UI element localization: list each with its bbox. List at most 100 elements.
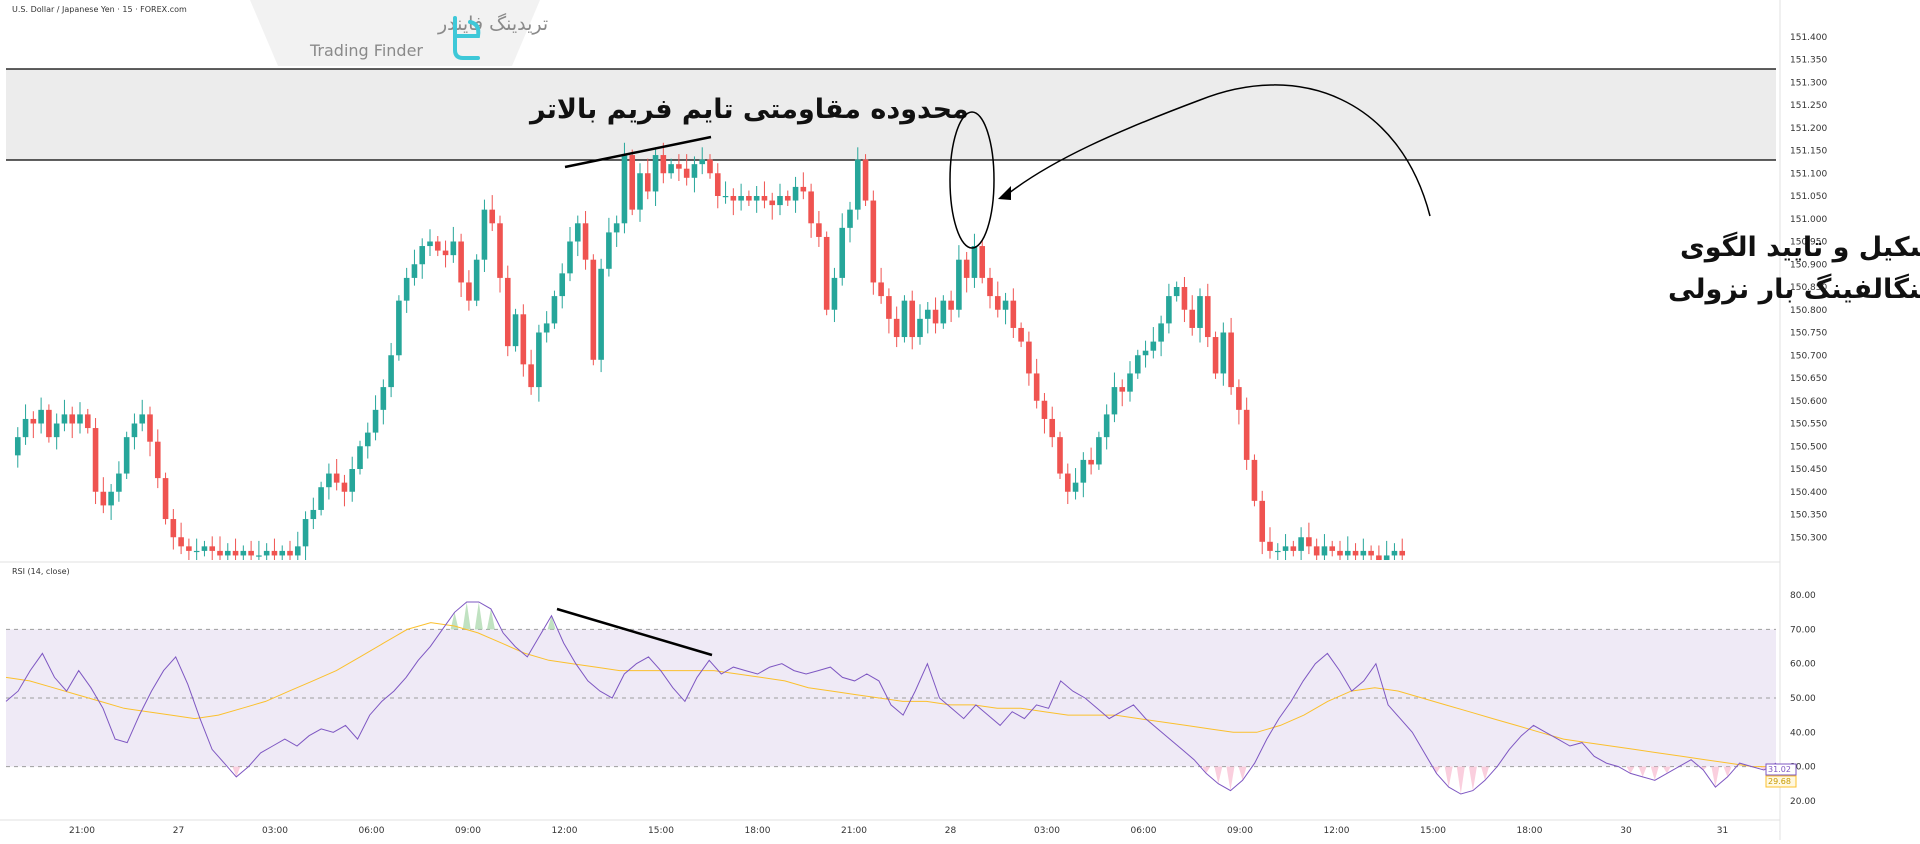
candle (878, 267, 884, 304)
resistance-trendline (564, 135, 712, 169)
candle (1010, 288, 1017, 338)
svg-text:31.02: 31.02 (1768, 765, 1791, 774)
time-tick-label: 28 (945, 826, 957, 836)
price-tick-label: 150.550 (1790, 420, 1827, 430)
candle (1111, 372, 1118, 423)
price-tick-label: 151.200 (1790, 124, 1827, 134)
price-axis: 151.400 151.350 151.300 151.250 151.200 151.1… (1779, 0, 1827, 840)
time-tick-label: 15:00 (1420, 826, 1446, 836)
candle (349, 456, 356, 502)
price-tick-label: 151.300 (1790, 78, 1827, 88)
candle (170, 509, 177, 550)
candle (1072, 468, 1079, 500)
resistance-zone (6, 69, 1776, 160)
candle (660, 142, 667, 184)
candle (504, 265, 511, 357)
candle (963, 251, 970, 293)
price-tick-label: 151.250 (1790, 101, 1827, 111)
candle (489, 195, 496, 232)
candle (178, 522, 184, 555)
rsi-divergence-line (556, 607, 713, 657)
candle (707, 154, 713, 179)
price-tick-label: 151.050 (1790, 192, 1827, 202)
pattern-label-line1: تشکیل و تایید الگوی (1680, 231, 1920, 263)
rsi-tick-label: 30.00 (1790, 763, 1816, 773)
candle (1383, 540, 1390, 560)
candle (574, 215, 581, 257)
candle (240, 545, 247, 560)
candle (932, 297, 939, 334)
candle (543, 311, 550, 343)
candle (1134, 349, 1141, 379)
candle (559, 263, 566, 309)
candle (629, 149, 636, 216)
candle (1189, 295, 1196, 336)
time-tick-label: 21:00 (841, 826, 867, 836)
candle (1088, 447, 1094, 475)
time-tick-label: 09:00 (1227, 826, 1253, 836)
candle (979, 240, 986, 284)
candle (294, 531, 301, 560)
candle (1103, 404, 1110, 450)
candle (971, 233, 978, 288)
price-tick-label: 150.800 (1790, 306, 1827, 316)
candle (154, 429, 161, 489)
candle (380, 379, 387, 425)
candle (116, 461, 122, 502)
candles (14, 142, 1406, 560)
candle (730, 188, 737, 216)
candle (450, 226, 457, 263)
candle (1251, 454, 1258, 507)
price-tick-label: 150.600 (1790, 397, 1827, 407)
candle (1360, 538, 1367, 560)
candle (224, 543, 231, 560)
candle (784, 190, 791, 207)
price-tick-label: 151.400 (1790, 33, 1827, 43)
candle (870, 190, 877, 295)
candle (434, 236, 441, 257)
candle (1368, 545, 1374, 560)
time-tick-label: 21:00 (69, 826, 95, 836)
candle (466, 270, 472, 311)
candle (606, 217, 612, 277)
price-tick-label: 151.350 (1790, 56, 1827, 66)
time-axis: 21:00 27 03:00 06:00 09:00 12:00 15:00 18:00 21:… (69, 826, 1728, 836)
price-tick-label: 150.750 (1790, 329, 1827, 339)
candle (1204, 283, 1211, 348)
candle (551, 290, 558, 329)
candle (77, 402, 83, 434)
candle (1259, 490, 1266, 555)
candle (699, 147, 706, 175)
pattern-label-line2: اینگالفینگ بار نزولی (1668, 273, 1920, 305)
candle (263, 543, 270, 560)
engulfing-ellipse (949, 111, 995, 249)
price-tick-label: 150.900 (1790, 260, 1827, 270)
candle (1243, 397, 1250, 470)
time-tick-label: 12:00 (1324, 826, 1350, 836)
rsi-title: RSI (14, close) (12, 567, 70, 576)
candle (520, 304, 527, 377)
time-tick-label: 06:00 (359, 826, 385, 836)
candle (357, 440, 363, 475)
price-tick-label: 151.150 (1790, 147, 1827, 157)
candle (598, 258, 604, 373)
price-tick-label: 150.650 (1790, 374, 1827, 384)
rsi-tick-label: 50.00 (1790, 694, 1816, 704)
candle (948, 290, 954, 323)
candle (1002, 292, 1009, 325)
candle (427, 229, 433, 257)
candle (893, 306, 900, 348)
brand-mark-icon (453, 16, 481, 60)
candle (987, 267, 993, 309)
price-tick-label: 150.300 (1790, 533, 1827, 543)
candle (652, 147, 659, 207)
candle (1267, 527, 1273, 559)
candle (248, 540, 254, 560)
candle (1026, 331, 1032, 386)
rsi-tick-label: 80.00 (1790, 591, 1816, 601)
candle (761, 181, 768, 209)
candle (256, 540, 262, 560)
candle (473, 254, 480, 307)
candle (994, 281, 1001, 318)
